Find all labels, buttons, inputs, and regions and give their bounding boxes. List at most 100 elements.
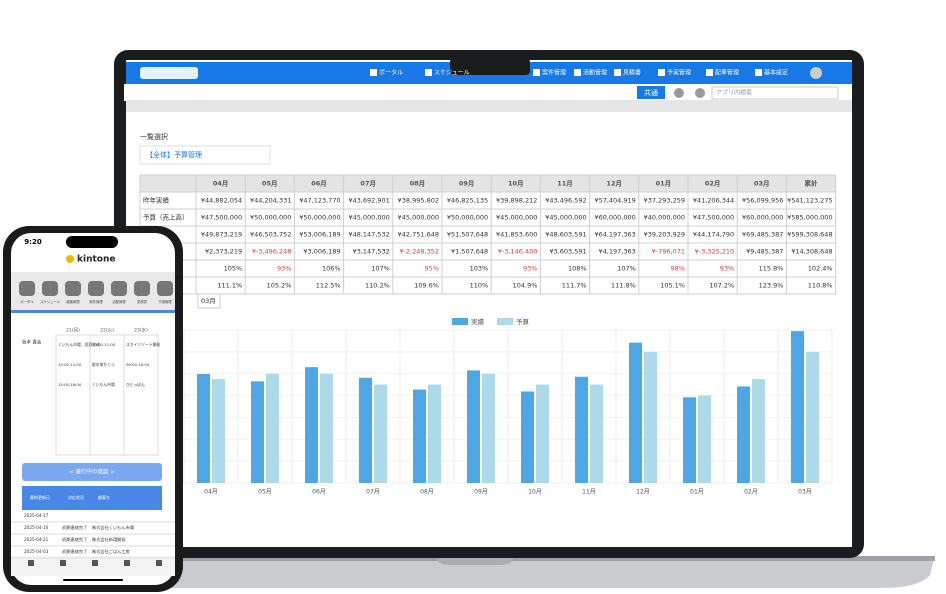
table-header: 07月 bbox=[360, 180, 376, 188]
event[interactable]: 15:00-16:00 bbox=[58, 382, 82, 387]
phone-button[interactable] bbox=[22, 463, 162, 481]
help-icon[interactable] bbox=[695, 88, 705, 98]
row-label: 昨年実績 bbox=[143, 196, 170, 205]
event[interactable]: スカイリゾート開発 bbox=[126, 342, 160, 347]
bar bbox=[467, 370, 480, 483]
person-name: 坂本 貴会 bbox=[22, 339, 42, 346]
table-cell: ¥585,000,000 bbox=[787, 214, 833, 222]
event[interactable]: 09:00-10:00 bbox=[126, 362, 150, 367]
table-cell: ¥45,000,000 bbox=[398, 214, 439, 222]
month-select[interactable]: 03月 bbox=[201, 297, 216, 305]
table-cell: ¥-3,146,400 bbox=[498, 248, 538, 256]
table-cell: ¥43,496,592 bbox=[545, 197, 586, 205]
phone-td: 2025-04-21 bbox=[24, 537, 49, 542]
nav-item[interactable]: 案件管理 bbox=[542, 69, 566, 77]
app-icon-label: スケジュール bbox=[40, 299, 60, 304]
bottom-nav-icon[interactable] bbox=[28, 560, 34, 566]
bar bbox=[305, 367, 318, 483]
event[interactable]: くいもん市場 bbox=[92, 382, 115, 387]
table-cell: 110.8% bbox=[808, 282, 833, 290]
legend-swatch bbox=[452, 318, 468, 325]
bar bbox=[374, 384, 387, 483]
phone-td: 株式会社新環開発 bbox=[92, 536, 126, 543]
app-icon[interactable] bbox=[111, 281, 127, 296]
nav-icon bbox=[706, 69, 713, 76]
event[interactable]: 10:00-11:00 bbox=[58, 362, 82, 367]
nav-item[interactable]: ポータル bbox=[379, 69, 403, 77]
bar bbox=[575, 376, 588, 483]
event[interactable]: ひとっぽん bbox=[126, 382, 145, 387]
phone-divider bbox=[11, 310, 175, 313]
table-cell: 106% bbox=[322, 265, 341, 273]
logo bbox=[140, 67, 198, 79]
view-select[interactable]: 【全体】予算管理 bbox=[146, 150, 202, 159]
bottom-nav-icon[interactable] bbox=[124, 560, 130, 566]
table-cell: ¥44,204,331 bbox=[250, 197, 291, 205]
nav-item[interactable]: 基本設定 bbox=[764, 69, 788, 77]
tab[interactable]: 共通 bbox=[644, 88, 658, 97]
table-cell: ¥50,000,000 bbox=[250, 214, 291, 222]
phone-table-header bbox=[22, 486, 162, 510]
table-cell: 112.5% bbox=[316, 282, 341, 290]
bar bbox=[683, 397, 696, 483]
bar bbox=[521, 391, 534, 483]
event[interactable]: くいもん市場：見積作成 bbox=[58, 342, 100, 347]
nav-item[interactable]: スケジュール bbox=[434, 70, 470, 77]
x-tick-label: 06月 bbox=[312, 489, 326, 496]
search-box[interactable] bbox=[711, 86, 839, 100]
table-cell: 108% bbox=[568, 265, 587, 273]
phone-td: 2025-04-17 bbox=[24, 513, 49, 518]
nav-item[interactable]: 見積書 bbox=[623, 69, 641, 77]
nav-icon bbox=[533, 69, 540, 76]
phone-td: 初期連絡完了 bbox=[62, 524, 87, 531]
day-column bbox=[123, 334, 159, 456]
app-icon-label: 活動管理 bbox=[112, 299, 126, 304]
table-cell: ¥56,099,956 bbox=[742, 197, 783, 205]
table-cell: ¥64,197,363 bbox=[594, 231, 635, 239]
bar bbox=[266, 373, 279, 483]
app-icon[interactable] bbox=[19, 281, 35, 296]
table-cell: 105.2% bbox=[267, 282, 292, 290]
bottom-nav-icon[interactable] bbox=[156, 560, 162, 566]
day-header: 21(月) bbox=[66, 328, 80, 334]
nav-item[interactable]: 配車管理 bbox=[715, 69, 739, 77]
bottom-nav-icon[interactable] bbox=[92, 560, 98, 566]
app-icon[interactable] bbox=[42, 281, 58, 296]
x-tick-label: 11月 bbox=[582, 489, 596, 496]
table-cell: 105% bbox=[224, 265, 243, 273]
row-label: 予算（売上高） bbox=[143, 213, 189, 222]
bar bbox=[413, 389, 426, 483]
table-cell: ¥60,000,000 bbox=[594, 214, 635, 222]
app-icon[interactable] bbox=[134, 281, 150, 296]
table-header: 06月 bbox=[311, 180, 327, 188]
table-cell: 110% bbox=[470, 282, 489, 290]
bottom-nav-icon[interactable] bbox=[60, 560, 66, 566]
legend-label: 実績 bbox=[471, 317, 485, 326]
app-icon[interactable] bbox=[88, 281, 104, 296]
bar bbox=[251, 381, 264, 483]
nav-item[interactable]: 予実管理 bbox=[667, 69, 691, 77]
nav-icon bbox=[614, 69, 621, 76]
app-icon[interactable] bbox=[157, 281, 173, 296]
bar bbox=[482, 373, 495, 483]
table-cell: 109.6% bbox=[414, 282, 439, 290]
event[interactable]: 10:00-11:00 bbox=[92, 342, 116, 347]
table-cell: ¥44,174,790 bbox=[693, 231, 734, 239]
nav-item[interactable]: 活動管理 bbox=[583, 69, 607, 77]
phone-th: 顧客名 bbox=[98, 494, 110, 500]
bar bbox=[320, 373, 333, 483]
gear-icon[interactable] bbox=[674, 88, 684, 98]
phone-button-label[interactable]: < 進行中の商談 > bbox=[69, 468, 115, 476]
table-cell: ¥46,825,135 bbox=[447, 197, 488, 205]
table-cell: ¥38,995,802 bbox=[398, 197, 439, 205]
table-cell: ¥-796,071 bbox=[652, 248, 685, 256]
bar bbox=[590, 384, 603, 483]
table-cell: ¥47,500,000 bbox=[693, 214, 734, 222]
table-cell: ¥39,203,929 bbox=[644, 231, 685, 239]
app-icon[interactable] bbox=[65, 281, 81, 296]
table-header: 01月 bbox=[656, 180, 672, 188]
event[interactable]: 取の栄かくら bbox=[92, 362, 115, 367]
view-select-box[interactable] bbox=[139, 145, 271, 165]
user-icon[interactable] bbox=[810, 67, 822, 79]
table-cell: 107% bbox=[617, 265, 636, 273]
